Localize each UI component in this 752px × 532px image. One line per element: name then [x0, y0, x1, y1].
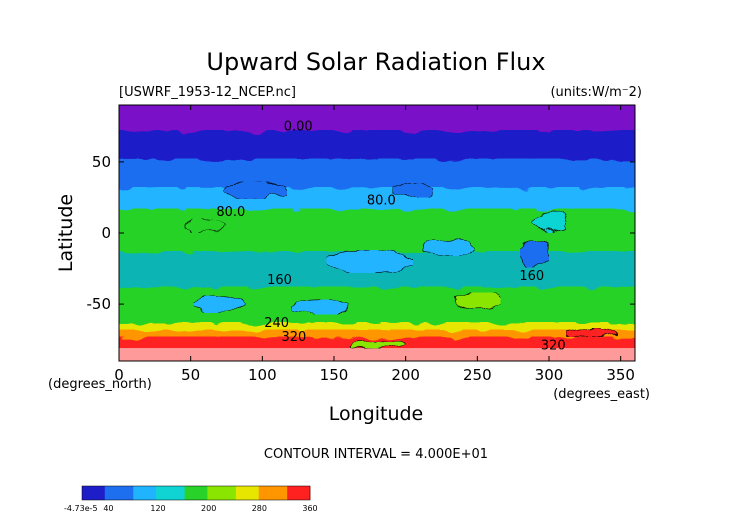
x-axis-label: Longitude — [329, 403, 424, 425]
colorbar-swatch — [144, 486, 151, 500]
colorbar-tick-label: 120 — [150, 504, 165, 513]
colorbar-swatch — [230, 486, 237, 500]
colorbar-swatch — [121, 486, 128, 500]
colorbar-swatch — [241, 486, 248, 500]
colorbar-swatch — [281, 486, 288, 500]
colorbar-swatch — [235, 486, 242, 500]
contour-label: 240 — [264, 316, 289, 331]
colorbar-swatch — [275, 486, 282, 500]
file-label: [USWRF_1953-12_NCEP.nc] — [119, 85, 296, 100]
colorbar-tick-label: 200 — [201, 504, 216, 513]
x-tick-label: 0 — [114, 366, 124, 384]
contour-blob — [565, 327, 619, 338]
contour-band — [119, 286, 635, 329]
x-tick-label: 50 — [181, 366, 200, 384]
colorbar-swatch — [110, 486, 117, 500]
contour-blob — [454, 292, 501, 311]
colorbar-swatch — [190, 486, 197, 500]
colorbar-swatch — [82, 486, 89, 500]
contour-blob — [422, 238, 475, 257]
colorbar — [81, 485, 311, 501]
x-tick-label: 350 — [606, 366, 635, 384]
contour-label: 160 — [519, 269, 544, 284]
colorbar-swatch — [173, 486, 180, 500]
contour-label: 0.00 — [284, 120, 313, 135]
colorbar-swatch — [116, 486, 123, 500]
x-axis: 0 50 100 150 200 250 300 350 — [114, 105, 635, 384]
contour-label: 80.0 — [216, 205, 245, 220]
contour-blob — [348, 339, 406, 349]
blob-layer — [184, 181, 619, 349]
contour-blob — [290, 299, 349, 315]
colorbar-swatch — [167, 486, 174, 500]
colorbar-swatch — [104, 486, 111, 500]
colorbar-swatch — [87, 486, 94, 500]
colorbar-swatch — [196, 486, 203, 500]
colorbar-swatch — [253, 486, 260, 500]
colorbar-swatch — [207, 486, 214, 500]
colorbar-swatch — [133, 486, 140, 500]
colorbar-swatch — [264, 486, 271, 500]
colorbar-swatch — [161, 486, 168, 500]
x-tick-label: 300 — [535, 366, 564, 384]
colorbar-labels: -4.73e-5 40 120 200 280 360 — [64, 504, 318, 513]
colorbar-swatch — [304, 486, 311, 500]
contour-blob — [520, 238, 550, 268]
colorbar-swatch — [93, 486, 100, 500]
x-tick-label: 250 — [463, 366, 492, 384]
colorbar-swatch — [287, 486, 294, 500]
x-tick-label: 200 — [391, 366, 420, 384]
contour-label: 160 — [267, 273, 292, 288]
x-tick-label: 150 — [320, 366, 349, 384]
contour-blob — [223, 181, 287, 200]
x-unit-label: (degrees_east) — [553, 387, 650, 402]
chart-title: Upward Solar Radiation Flux — [206, 48, 545, 76]
colorbar-swatch — [178, 486, 185, 500]
contour-band — [119, 348, 635, 361]
band-layer — [119, 105, 635, 361]
contour-blob — [392, 182, 434, 198]
units-label: (units:W/m⁻2) — [550, 85, 642, 100]
y-axis-label: Latitude — [55, 194, 77, 272]
colorbar-frame — [81, 485, 311, 501]
colorbar-swatch — [218, 486, 225, 500]
y-tick-label: 50 — [92, 153, 111, 171]
colorbar-swatch — [156, 486, 163, 500]
colorbar-swatch — [139, 486, 146, 500]
colorbar-swatch — [150, 486, 157, 500]
colorbar-swatch — [201, 486, 208, 500]
contour-interval: CONTOUR INTERVAL = 4.000E+01 — [264, 447, 488, 462]
contour-blob — [184, 218, 226, 234]
colorbar-swatch — [258, 486, 265, 500]
colorbar-swatch — [298, 486, 305, 500]
colorbar-tick-label: 360 — [302, 504, 317, 513]
x-tick-label: 100 — [248, 366, 277, 384]
colorbar-swatch — [292, 486, 299, 500]
colorbar-swatch — [224, 486, 231, 500]
colorbar-swatch — [127, 486, 134, 500]
y-tick-label: 0 — [101, 224, 111, 242]
colorbar-swatch — [247, 486, 254, 500]
y-unit-label: (degrees_north) — [48, 377, 152, 392]
colorbar-tick-label: -4.73e-5 — [64, 504, 98, 513]
colorbar-swatch — [99, 486, 106, 500]
contour-label: 80.0 — [367, 194, 396, 209]
y-tick-label: -50 — [87, 295, 112, 313]
contour-label: 320 — [281, 330, 306, 345]
y-axis: -50 0 50 — [87, 153, 635, 313]
contour-blob — [193, 295, 246, 313]
contour-label: 320 — [541, 339, 566, 354]
colorbar-tick-label: 40 — [103, 504, 113, 513]
contour-blob — [531, 209, 567, 234]
colorbar-swatch — [184, 486, 191, 500]
colorbar-swatch — [213, 486, 220, 500]
colorbar-tick-label: 280 — [252, 504, 267, 513]
contour-blob — [326, 249, 414, 274]
colorbar-swatch — [270, 486, 277, 500]
